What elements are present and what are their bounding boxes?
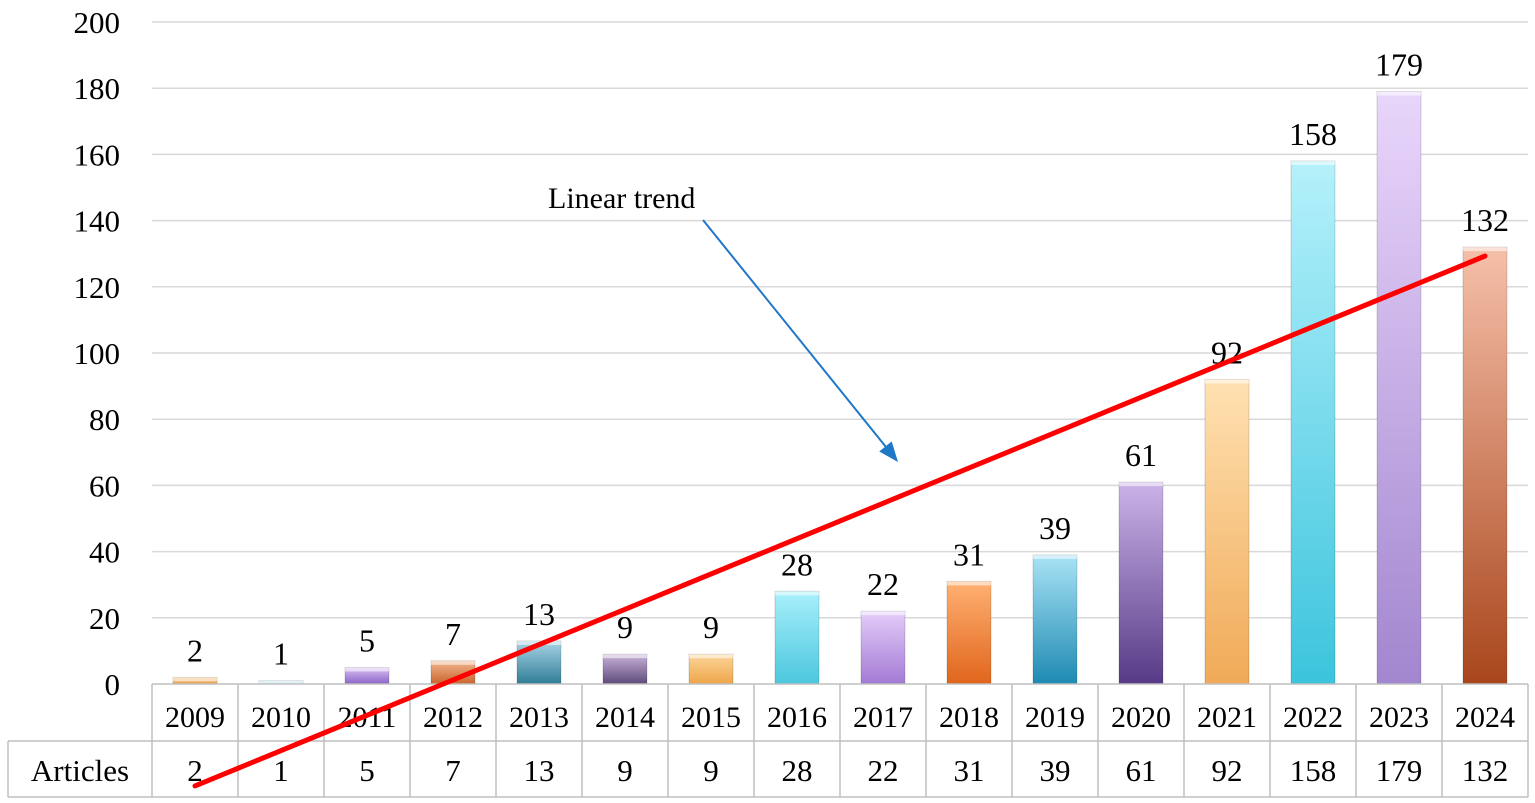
bar-cap [689,654,733,659]
bar [1032,554,1078,685]
table-value: 7 [445,753,461,788]
x-category-label: 2017 [853,701,913,734]
bar [946,580,992,685]
table-value: 9 [703,753,719,788]
x-category-label: 2021 [1197,701,1257,734]
bar-cap [775,591,819,596]
y-tick-label: 40 [89,535,120,570]
table-value: 9 [617,753,633,788]
data-label: 28 [781,546,813,582]
y-tick-label: 80 [89,402,120,437]
bar [516,640,562,685]
bar [860,610,906,685]
data-label: 9 [617,609,633,645]
data-label: 39 [1039,510,1071,546]
bar-cap [431,660,475,665]
trendline [192,253,1488,789]
data-label: 132 [1461,202,1509,238]
y-axis-ticks: 0 20 40 60 80 100 120 140 160 180 200 [74,5,121,702]
table-value: 132 [1462,753,1509,788]
x-category-label: 2014 [595,701,655,734]
x-category-label: 2016 [767,701,827,734]
bar [688,653,734,685]
annotation-arrowhead [879,441,898,462]
bar-cap [1377,91,1421,96]
data-label: 179 [1375,47,1423,83]
y-tick-label: 60 [89,468,120,503]
table-value: 5 [359,753,375,788]
data-label: 31 [953,536,985,572]
bar-cap [1033,554,1077,559]
data-label: 13 [523,596,555,632]
data-label: 7 [445,616,461,652]
trendline-group [192,253,1488,789]
annotation-arrow [702,219,891,453]
bar-cap [1291,161,1335,166]
bar-cap [947,581,991,586]
annotation-label: Linear trend [548,182,695,215]
bar [1204,378,1250,685]
data-label: 2 [187,632,203,668]
x-category-label: 2024 [1455,701,1515,734]
table-value: 39 [1040,753,1071,788]
table-value: 31 [954,753,985,788]
bar-cap [173,677,217,682]
x-category-label: 2019 [1025,701,1085,734]
y-tick-label: 100 [74,336,121,371]
y-tick-label: 180 [74,71,121,106]
bar [1290,160,1336,685]
bar-cap [861,611,905,616]
bar-cap [603,654,647,659]
bar-cap [1205,379,1249,384]
x-category-label: 2009 [165,701,225,734]
bar [1462,246,1508,685]
y-tick-label: 140 [74,204,121,239]
y-tick-label: 200 [74,5,121,40]
bar-cap [259,680,303,684]
table-value: 158 [1290,753,1337,788]
data-label: 1 [273,636,289,672]
x-category-label: 2010 [251,701,311,734]
table-value: 179 [1376,753,1423,788]
annotation-group: Linear trend [548,182,898,462]
table-value: 61 [1126,753,1157,788]
data-label: 5 [359,622,375,658]
data-label: 61 [1125,437,1157,473]
table-value: 92 [1212,753,1243,788]
table-value: 28 [782,753,813,788]
y-tick-label: 20 [89,601,120,636]
table-row-label: Articles [31,753,129,788]
table-value: 13 [524,753,555,788]
bar-cap [345,667,389,672]
x-category-label: 2022 [1283,701,1343,734]
bar-cap [1463,247,1507,252]
data-label: 22 [867,566,899,602]
data-label: 158 [1289,116,1337,152]
table-value: 22 [868,753,899,788]
x-category-label: 2012 [423,701,483,734]
y-tick-label: 120 [74,270,121,305]
bars [172,91,1508,685]
x-category-label: 2015 [681,701,741,734]
y-tick-label: 160 [74,137,121,172]
table-value: 2 [187,753,203,788]
x-category-label: 2013 [509,701,569,734]
table-value: 1 [273,753,289,788]
bar [1376,91,1422,685]
gridlines [152,21,1528,619]
y-tick-label: 0 [105,667,121,702]
bar [774,590,820,685]
data-table: 2009201020112012201320142015201620172018… [7,683,1529,798]
x-category-label: 2023 [1369,701,1429,734]
x-category-label: 2020 [1111,701,1171,734]
data-label: 9 [703,609,719,645]
bar [1118,481,1164,685]
x-category-label: 2018 [939,701,999,734]
bar [602,653,648,685]
bar-cap [1119,482,1163,487]
